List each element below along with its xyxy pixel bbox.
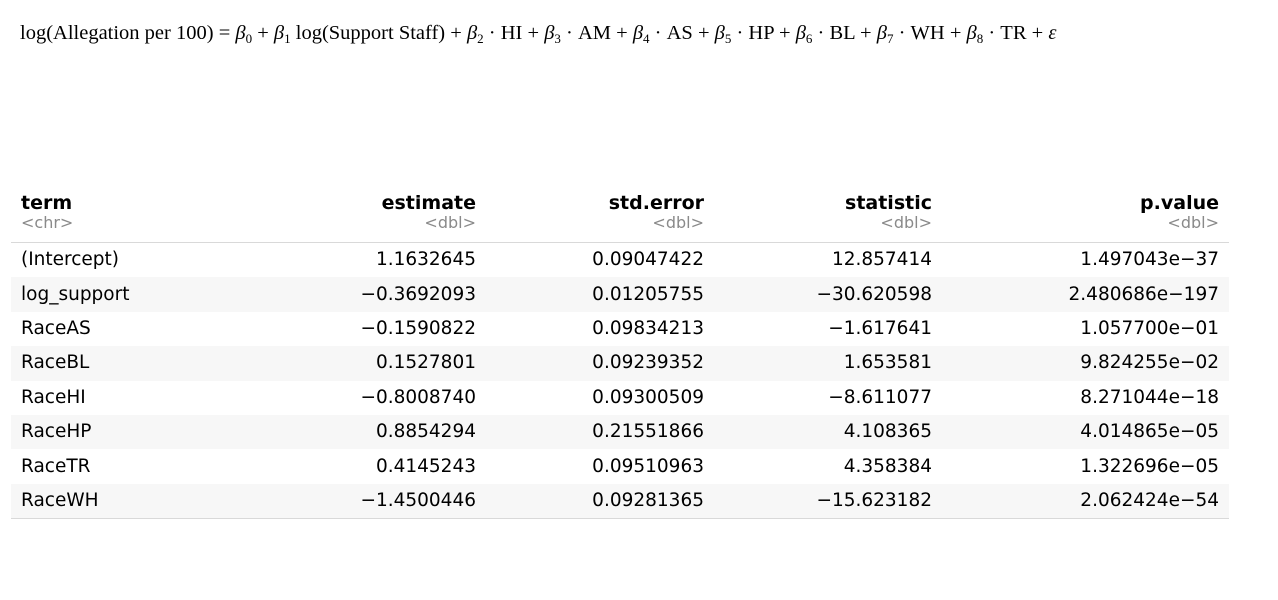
cell-estimate: −1.4500446 xyxy=(251,483,486,520)
equation-lhs: log(Allegation per 100) xyxy=(20,22,214,44)
cell-term: log_support xyxy=(11,277,251,312)
cell-std-error: 0.09239352 xyxy=(486,346,714,381)
cell-statistic: −30.620598 xyxy=(714,277,942,312)
cell-estimate: −0.8008740 xyxy=(360,386,476,408)
cell-std-error: 0.09047422 xyxy=(592,249,704,271)
table-row: (Intercept) 1.1632645 0.09047422 12.8574… xyxy=(11,243,1229,278)
column-header-std-error[interactable]: std.error xyxy=(608,192,704,214)
cell-statistic: −1.617641 xyxy=(828,317,932,339)
column-type-term: <chr> xyxy=(11,214,251,243)
cell-p-value: 1.497043e−37 xyxy=(1080,249,1219,271)
regression-results-table: term estimate std.error statistic p.valu… xyxy=(11,186,1229,520)
cell-p-value: 2.480686e−197 xyxy=(942,277,1229,312)
table-row: RaceAS −0.1590822 0.09834213 −1.617641 1… xyxy=(11,312,1229,346)
cell-std-error: 0.09834213 xyxy=(592,317,704,339)
column-header-p-value[interactable]: p.value xyxy=(1140,192,1219,214)
cell-estimate: 1.1632645 xyxy=(375,249,476,271)
cell-statistic: 12.857414 xyxy=(831,249,932,271)
cell-std-error: 0.01205755 xyxy=(486,277,714,312)
equation-equals: = xyxy=(218,22,236,44)
cell-p-value: 4.014865e−05 xyxy=(942,414,1229,450)
table-row: log_support −0.3692093 0.01205755 −30.62… xyxy=(11,277,1229,312)
cell-statistic: −8.611077 xyxy=(828,386,932,408)
cell-estimate: −0.1590822 xyxy=(360,317,476,339)
cell-std-error: 0.09281365 xyxy=(486,483,714,520)
cell-term: (Intercept) xyxy=(21,249,120,271)
cell-std-error: 0.09300509 xyxy=(592,386,704,408)
cell-estimate: 0.1527801 xyxy=(251,346,486,381)
cell-std-error: 0.21551866 xyxy=(486,414,714,450)
cell-term: RaceAS xyxy=(21,317,91,339)
table-row: RaceBL 0.1527801 0.09239352 1.653581 9.8… xyxy=(11,346,1229,381)
cell-term: RaceWH xyxy=(11,483,251,520)
column-type-p-value: <dbl> xyxy=(942,214,1229,243)
header-row: term estimate std.error statistic p.valu… xyxy=(11,186,1229,214)
column-type-estimate: <dbl> xyxy=(251,214,486,243)
table-row: RaceHP 0.8854294 0.21551866 4.108365 4.0… xyxy=(11,414,1229,450)
cell-estimate: −0.3692093 xyxy=(251,277,486,312)
type-row: <chr> <dbl> <dbl> <dbl> <dbl> xyxy=(11,214,1229,243)
cell-term: RaceBL xyxy=(11,346,251,381)
cell-p-value: 9.824255e−02 xyxy=(942,346,1229,381)
cell-statistic: −15.623182 xyxy=(714,483,942,520)
cell-std-error: 0.09510963 xyxy=(592,455,704,477)
cell-p-value: 8.271044e−18 xyxy=(1080,386,1219,408)
column-type-std-error: <dbl> xyxy=(486,214,714,243)
cell-term: RaceHP xyxy=(11,414,251,450)
cell-p-value: 2.062424e−54 xyxy=(942,483,1229,520)
table-row: RaceTR 0.4145243 0.09510963 4.358384 1.3… xyxy=(11,449,1229,483)
column-header-statistic[interactable]: statistic xyxy=(845,192,932,214)
regression-equation: log(Allegation per 100) = β0 + β1 log(Su… xyxy=(20,22,1057,46)
table-body: (Intercept) 1.1632645 0.09047422 12.8574… xyxy=(11,243,1229,520)
regression-table-container: term estimate std.error statistic p.valu… xyxy=(11,186,1229,520)
column-type-statistic: <dbl> xyxy=(714,214,942,243)
cell-statistic: 4.108365 xyxy=(714,414,942,450)
cell-p-value: 1.322696e−05 xyxy=(1080,455,1219,477)
cell-term: RaceTR xyxy=(21,455,91,477)
table-row: RaceHI −0.8008740 0.09300509 −8.611077 8… xyxy=(11,381,1229,415)
cell-estimate: 0.8854294 xyxy=(251,414,486,450)
column-header-estimate[interactable]: estimate xyxy=(381,192,476,214)
table-row: RaceWH −1.4500446 0.09281365 −15.623182 … xyxy=(11,483,1229,520)
cell-estimate: 0.4145243 xyxy=(375,455,476,477)
cell-p-value: 1.057700e−01 xyxy=(1080,317,1219,339)
cell-statistic: 1.653581 xyxy=(714,346,942,381)
cell-term: RaceHI xyxy=(21,386,86,408)
cell-statistic: 4.358384 xyxy=(843,455,932,477)
column-header-term[interactable]: term xyxy=(21,192,73,214)
